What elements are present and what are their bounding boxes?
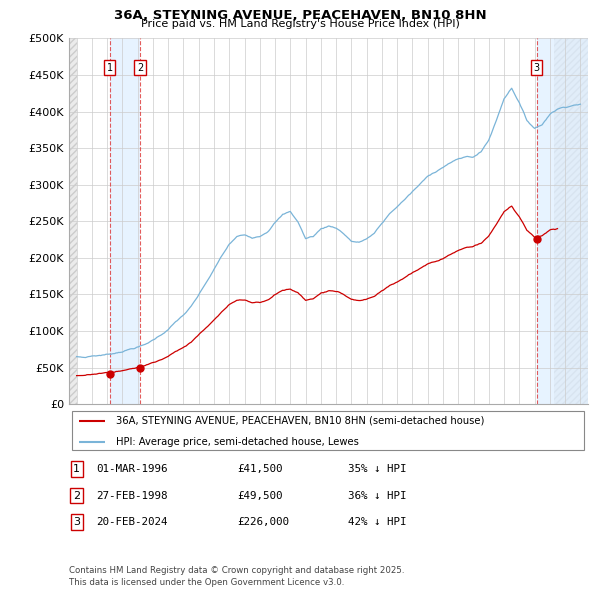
Text: £41,500: £41,500 bbox=[237, 464, 283, 474]
Text: HPI: Average price, semi-detached house, Lewes: HPI: Average price, semi-detached house,… bbox=[116, 437, 359, 447]
Bar bbox=[110, 38, 140, 404]
Text: 20-FEB-2024: 20-FEB-2024 bbox=[96, 517, 167, 527]
Text: 36% ↓ HPI: 36% ↓ HPI bbox=[348, 491, 407, 500]
Bar bbox=[554, 38, 588, 404]
Text: 1: 1 bbox=[73, 464, 80, 474]
Text: £49,500: £49,500 bbox=[237, 491, 283, 500]
Bar bbox=[69, 38, 77, 404]
Text: 36A, STEYNING AVENUE, PEACEHAVEN, BN10 8HN (semi-detached house): 36A, STEYNING AVENUE, PEACEHAVEN, BN10 8… bbox=[116, 416, 484, 426]
Text: 2: 2 bbox=[73, 491, 80, 500]
Text: Contains HM Land Registry data © Crown copyright and database right 2025.
This d: Contains HM Land Registry data © Crown c… bbox=[69, 566, 404, 587]
Bar bbox=[69, 38, 77, 404]
Text: 27-FEB-1998: 27-FEB-1998 bbox=[96, 491, 167, 500]
Text: £226,000: £226,000 bbox=[237, 517, 289, 527]
Bar bbox=[554, 38, 588, 404]
Text: 1: 1 bbox=[107, 63, 113, 73]
Text: 2: 2 bbox=[137, 63, 143, 73]
Text: Price paid vs. HM Land Registry's House Price Index (HPI): Price paid vs. HM Land Registry's House … bbox=[140, 19, 460, 30]
FancyBboxPatch shape bbox=[71, 411, 584, 450]
Bar bbox=[536, 38, 588, 404]
Text: 3: 3 bbox=[533, 63, 539, 73]
Text: 3: 3 bbox=[73, 517, 80, 527]
Text: 01-MAR-1996: 01-MAR-1996 bbox=[96, 464, 167, 474]
Text: 35% ↓ HPI: 35% ↓ HPI bbox=[348, 464, 407, 474]
Text: 42% ↓ HPI: 42% ↓ HPI bbox=[348, 517, 407, 527]
Text: 36A, STEYNING AVENUE, PEACEHAVEN, BN10 8HN: 36A, STEYNING AVENUE, PEACEHAVEN, BN10 8… bbox=[113, 9, 487, 22]
